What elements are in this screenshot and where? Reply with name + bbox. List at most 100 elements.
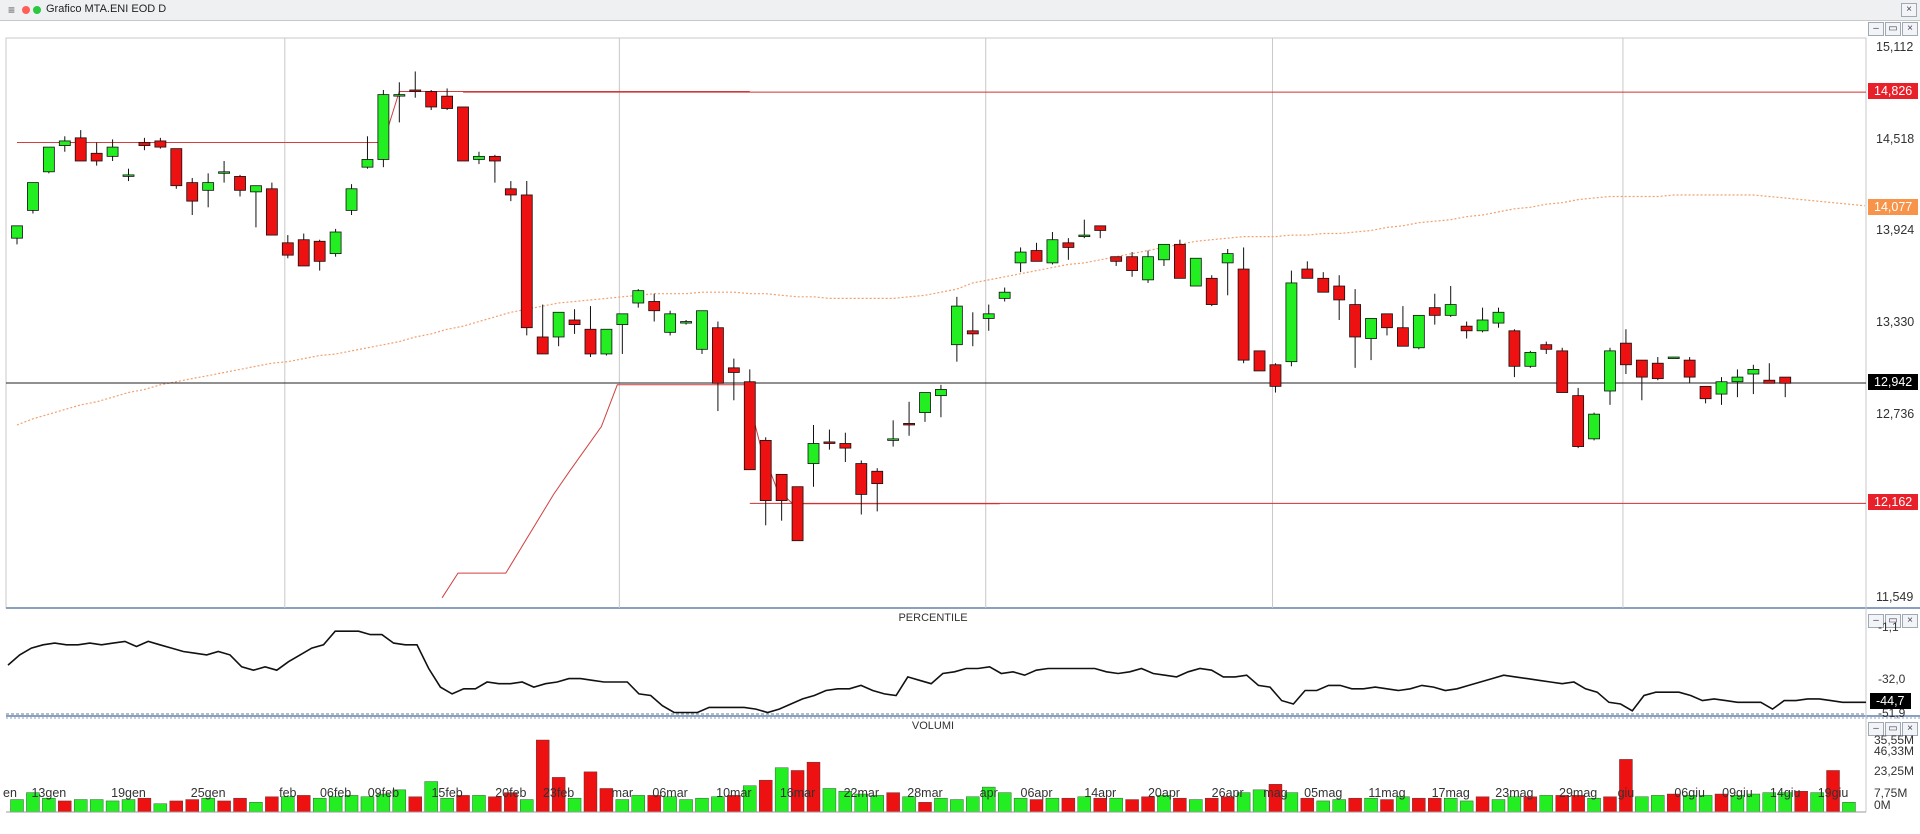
x-axis-label: 29mag: [1559, 786, 1598, 800]
volume-bar: [472, 795, 486, 813]
candle-body: [1588, 413, 1600, 440]
candle-body: [154, 140, 167, 148]
percentile-panel-close-button[interactable]: ×: [1902, 614, 1918, 628]
candle-body: [871, 470, 884, 485]
window-close-button[interactable]: ×: [1901, 3, 1917, 17]
percentile-panel-restore-button[interactable]: ▭: [1885, 614, 1901, 628]
candle-body: [1110, 256, 1123, 262]
volume-bar: [312, 797, 327, 813]
candle-body: [1205, 277, 1218, 305]
x-axis-label: 20apr: [1147, 786, 1180, 800]
candle-body: [297, 239, 310, 267]
candle-body: [680, 321, 692, 324]
candle-body: [1651, 362, 1664, 380]
candle-body: [1253, 350, 1266, 372]
volume-bar: [185, 799, 199, 813]
volume-bar: [1061, 797, 1076, 813]
volume-panel-close-button[interactable]: ×: [1902, 722, 1918, 736]
candle-body: [488, 155, 501, 162]
volume-bar: [1364, 797, 1378, 813]
percentile-current-tag: -44,7: [1870, 692, 1911, 709]
volume-bar: [631, 795, 645, 813]
percentile-panel-minimize-button[interactable]: –: [1868, 614, 1884, 628]
candle-body: [759, 439, 772, 501]
candle-body: [11, 225, 23, 239]
volume-bar: [615, 799, 630, 813]
candle-body: [218, 171, 230, 174]
candle-body: [966, 330, 979, 335]
x-axis-label: 14apr: [1084, 786, 1117, 800]
volume-bar: [1428, 797, 1442, 813]
volume-bar: [440, 797, 454, 813]
volume-bar: [535, 739, 550, 813]
candle-body: [1747, 368, 1760, 375]
volume-tick-label: 35,55M: [1874, 733, 1915, 747]
x-axis-label: mag: [1263, 786, 1288, 800]
price-tick-label: 13,330: [1876, 315, 1915, 330]
candle-body: [441, 95, 454, 109]
candle-body: [186, 182, 199, 202]
volume-bar: [1300, 797, 1315, 813]
volume-bar: [10, 799, 24, 813]
candle-body: [250, 185, 262, 193]
price-level-tag: 12,162: [1868, 494, 1919, 511]
candle-body: [1763, 379, 1776, 384]
candle-body: [775, 473, 788, 501]
candle-body: [600, 328, 613, 355]
candle-body: [329, 231, 342, 255]
volume-bar: [1173, 797, 1187, 813]
volume-bar: [169, 800, 184, 813]
x-axis-label: 17mag: [1431, 786, 1470, 800]
x-axis-label: en: [3, 786, 17, 800]
candle-body: [839, 443, 852, 449]
price-tick-label: 15,112: [1876, 40, 1914, 54]
volume-bar: [567, 797, 582, 813]
candle-body: [361, 159, 374, 168]
volume-bar: [1459, 800, 1474, 813]
candle-body: [234, 176, 246, 191]
candle-body: [473, 155, 485, 160]
volume-bar: [249, 802, 263, 813]
volume-bar: [583, 771, 598, 813]
candle-body: [584, 328, 597, 355]
percentile-tick-label: -51,9: [1878, 706, 1906, 720]
percentile-tick-label: -32,0: [1878, 672, 1906, 687]
candle-body: [712, 327, 724, 384]
candle-body: [1620, 342, 1632, 366]
hamburger-icon[interactable]: ≡: [8, 3, 16, 17]
price-panel-close-button[interactable]: ×: [1902, 22, 1918, 36]
candle-body: [1301, 268, 1314, 279]
price-panel-minimize-button[interactable]: –: [1868, 22, 1884, 36]
x-axis-label: 22mar: [843, 786, 879, 800]
volume-bar: [201, 797, 215, 813]
volume-bar: [1125, 799, 1139, 813]
candle-body: [1412, 314, 1425, 349]
status-dot-red-icon: [22, 6, 30, 14]
volume-panel-minimize-button[interactable]: –: [1868, 722, 1884, 736]
x-axis-label: 26apr: [1211, 786, 1244, 800]
candle-body: [998, 291, 1011, 299]
candle-body: [568, 319, 581, 326]
volume-bar: [997, 792, 1012, 813]
volume-bar: [265, 796, 279, 813]
volume-tick-label: 23,25M: [1874, 764, 1915, 778]
candle-body: [393, 94, 406, 97]
volume-bar: [1587, 797, 1601, 813]
volume-panel-restore-button[interactable]: ▭: [1885, 722, 1901, 736]
candle-body: [1173, 243, 1186, 279]
volume-bar: [1635, 796, 1649, 813]
candle-body: [1683, 359, 1696, 378]
candle-body: [1699, 385, 1712, 400]
window-title: Grafico MTA.ENI EOD D: [46, 3, 167, 15]
x-axis-label: giu: [1617, 786, 1635, 800]
candle-body: [170, 148, 183, 187]
candle-body: [1428, 307, 1441, 316]
x-axis-label: 23feb: [542, 786, 575, 800]
price-panel-restore-button[interactable]: ▭: [1885, 22, 1901, 36]
candle-body: [1014, 251, 1027, 264]
x-axis-label: 20feb: [495, 786, 527, 800]
volume-bar: [1842, 802, 1856, 813]
sar-line-upper: [17, 91, 750, 143]
candle-body: [409, 89, 422, 92]
